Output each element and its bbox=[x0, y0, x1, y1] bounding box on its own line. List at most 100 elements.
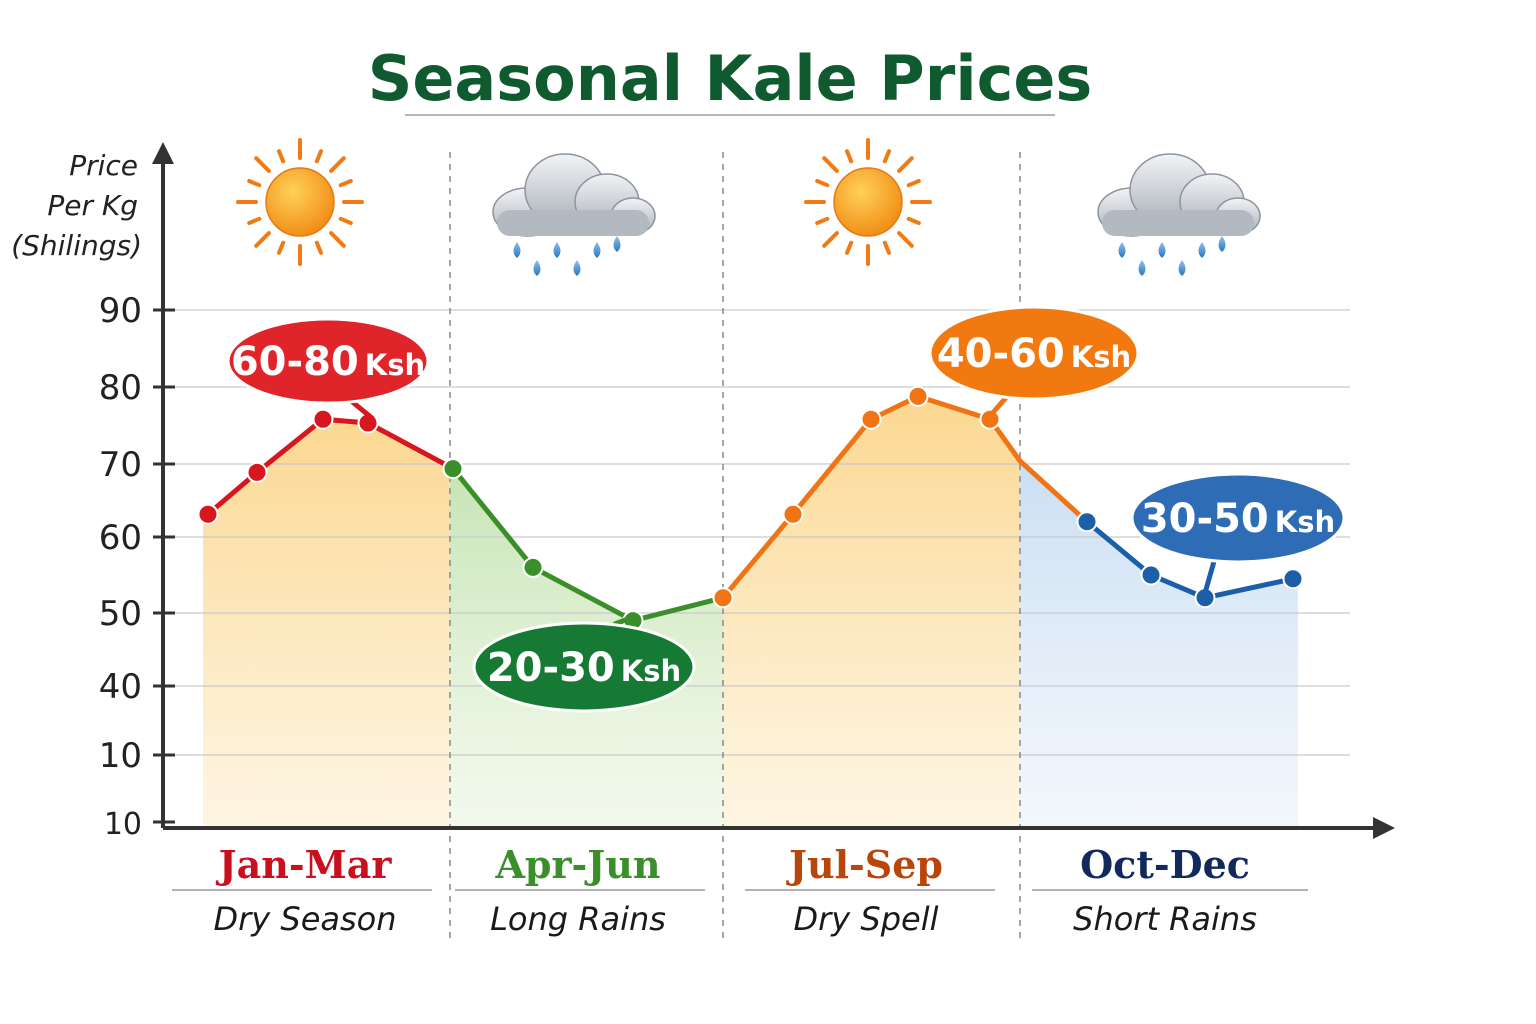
badge-text: 30-50 Ksh bbox=[1141, 496, 1335, 542]
data-point-4-4 bbox=[1282, 568, 1304, 590]
season-name: Apr-Jun bbox=[494, 842, 660, 887]
season-name: Oct-Dec bbox=[1080, 842, 1250, 887]
y-axis-label-line-1: Price bbox=[69, 149, 138, 182]
data-point-2-2 bbox=[522, 556, 544, 578]
cloud-shape bbox=[1097, 153, 1261, 237]
sun-ray bbox=[338, 216, 353, 225]
season-subtitle: Long Rains bbox=[490, 900, 666, 938]
season-name: Jan-Mar bbox=[216, 842, 393, 887]
x-axis-arrow bbox=[1373, 817, 1395, 839]
chart-title: Seasonal Kale Prices bbox=[368, 42, 1093, 115]
sun-ray bbox=[906, 179, 921, 188]
season-label-4: Oct-Dec Short Rains bbox=[1032, 842, 1308, 938]
badge-unit: Ksh bbox=[621, 654, 681, 688]
data-point-1-1 bbox=[197, 503, 219, 525]
rain-drop bbox=[613, 236, 621, 252]
y-tick-label-6: 40 bbox=[99, 667, 142, 707]
badge-unit: Ksh bbox=[1275, 505, 1335, 539]
series-line-4 bbox=[1084, 519, 1296, 601]
cloud-shape bbox=[492, 153, 656, 237]
sun-ray bbox=[277, 149, 286, 164]
sun-ray bbox=[845, 240, 854, 255]
season-label-3: Jul-Sep Dry Spell bbox=[745, 842, 995, 938]
season-subtitle: Short Rains bbox=[1073, 900, 1257, 938]
price-badge-jul-sep: 40-60 Ksh bbox=[928, 305, 1140, 419]
badge-range: 40-60 bbox=[937, 331, 1065, 377]
badge-text: 60-80 Ksh bbox=[231, 339, 425, 385]
y-axis-label-line-2: Per Kg bbox=[47, 189, 138, 222]
rain-cloud-icon bbox=[492, 153, 656, 276]
sun-ray bbox=[897, 156, 914, 173]
data-point-4-2 bbox=[1140, 564, 1162, 586]
season-name: Jul-Sep bbox=[786, 842, 943, 887]
badge-pointer bbox=[612, 614, 636, 627]
price-badge-apr-jun: 20-30 Ksh bbox=[472, 614, 696, 713]
sun-ray bbox=[254, 231, 271, 248]
sun-ray bbox=[254, 156, 271, 173]
y-tick-label-4: 60 bbox=[99, 518, 142, 558]
area-fill-3 bbox=[723, 396, 1020, 828]
sun-ray bbox=[314, 240, 323, 255]
data-point-1-3 bbox=[312, 408, 334, 430]
area-fill-4 bbox=[1020, 461, 1298, 828]
sun-disc bbox=[265, 167, 335, 237]
cloud-base bbox=[1102, 210, 1254, 236]
sun-ray bbox=[897, 231, 914, 248]
rain-drop bbox=[1158, 242, 1166, 258]
badge-range: 60-80 bbox=[231, 339, 359, 385]
sun-ray bbox=[247, 179, 262, 188]
sun-ray bbox=[822, 156, 839, 173]
sun-ray bbox=[314, 149, 323, 164]
badge-bubble bbox=[226, 317, 430, 405]
rain-drop bbox=[573, 260, 581, 276]
sun-disc bbox=[833, 167, 903, 237]
price-badge-oct-dec: 30-50 Ksh bbox=[1130, 472, 1346, 596]
rain-drop bbox=[1198, 242, 1206, 258]
y-axis-arrow bbox=[152, 142, 174, 164]
data-point-3-1 bbox=[712, 587, 734, 609]
badge-pointer bbox=[1202, 555, 1218, 596]
series-line-2 bbox=[450, 466, 726, 624]
badge-unit: Ksh bbox=[365, 348, 425, 382]
sun-icon bbox=[236, 138, 364, 266]
y-tick-label-2: 80 bbox=[99, 368, 142, 408]
sun-ray bbox=[338, 179, 353, 188]
rain-drop bbox=[593, 242, 601, 258]
rain-drop bbox=[1138, 260, 1146, 276]
data-point-4-1 bbox=[1076, 511, 1098, 533]
y-tick-label-1: 90 bbox=[99, 291, 142, 331]
badge-bubble bbox=[1130, 472, 1346, 564]
data-point-3-2 bbox=[782, 503, 804, 525]
rain-cloud-icon bbox=[1097, 153, 1261, 276]
sun-ray bbox=[882, 240, 891, 255]
badge-range: 20-30 bbox=[487, 645, 615, 691]
data-point-1-2 bbox=[246, 461, 268, 483]
y-tick-label-7: 10 bbox=[99, 736, 142, 776]
badge-unit: Ksh bbox=[1071, 340, 1131, 374]
data-point-3-5 bbox=[979, 408, 1001, 430]
season-subtitle: Dry Spell bbox=[794, 900, 939, 938]
rain-drop bbox=[1218, 236, 1226, 252]
badge-text: 40-60 Ksh bbox=[937, 331, 1131, 377]
sun-ray bbox=[845, 149, 854, 164]
price-badge-jan-mar: 60-80 Ksh bbox=[226, 317, 430, 421]
data-point-2-1 bbox=[442, 458, 464, 480]
rain-drop bbox=[533, 260, 541, 276]
rain-drop bbox=[553, 242, 561, 258]
rain-drop bbox=[1118, 242, 1126, 258]
y-tick-label-5: 50 bbox=[99, 594, 142, 634]
sun-ray bbox=[277, 240, 286, 255]
badge-range: 30-50 bbox=[1141, 496, 1269, 542]
sun-ray bbox=[329, 231, 346, 248]
sun-ray bbox=[822, 231, 839, 248]
sun-ray bbox=[815, 179, 830, 188]
sun-ray bbox=[247, 216, 262, 225]
series-connector-3-4 bbox=[1017, 458, 1090, 525]
sun-ray bbox=[815, 216, 830, 225]
cloud-base bbox=[497, 210, 649, 236]
data-point-3-3 bbox=[860, 408, 882, 430]
y-tick-label-8: 10 bbox=[104, 807, 142, 842]
badge-text: 20-30 Ksh bbox=[487, 645, 681, 691]
y-tick-label-3: 70 bbox=[99, 445, 142, 485]
